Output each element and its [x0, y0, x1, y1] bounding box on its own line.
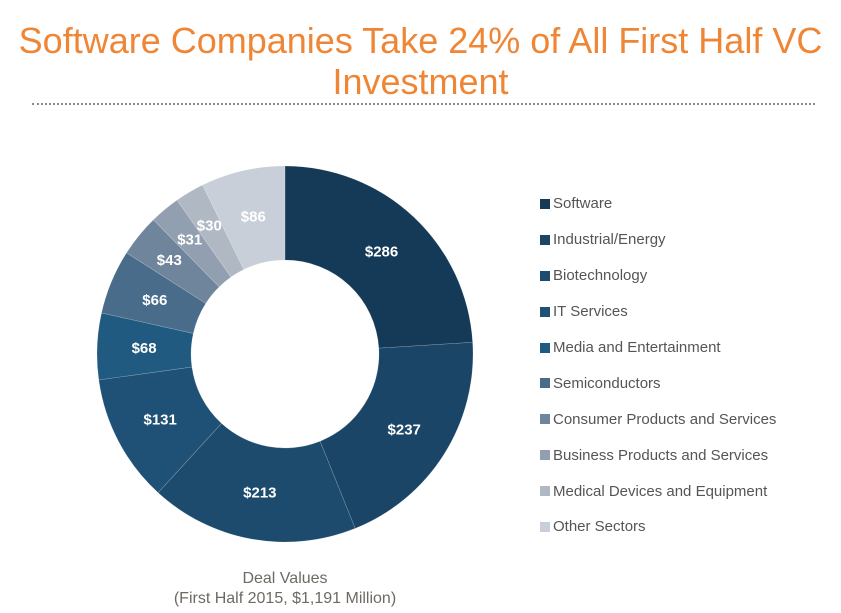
legend-label: Software [553, 195, 613, 213]
legend-swatch [540, 306, 550, 317]
legend-swatch [540, 378, 550, 389]
data-label: $43 [157, 252, 182, 269]
legend-item: Consumer Products and Services [540, 401, 776, 437]
legend-label: Biotechnology [553, 267, 648, 285]
legend-label: Other Sectors [553, 518, 646, 536]
chart-caption: Deal Values (First Half 2015, $1,191 Mil… [135, 569, 435, 609]
slice-it-services [98, 366, 222, 494]
legend-label: Business Products and Services [553, 446, 769, 464]
legend-swatch [540, 234, 550, 245]
title-divider [32, 103, 815, 105]
slice-consumer-products-and-services [126, 219, 220, 304]
legend-swatch [540, 198, 550, 209]
legend: Software Industrial/Energy Biotechnology IT… [540, 186, 776, 545]
chart-title: Software Companies Take 24% of All First… [18, 20, 823, 102]
legend-item: Software [540, 186, 776, 222]
legend-item: Semiconductors [540, 365, 776, 401]
legend-item: IT Services [540, 294, 776, 330]
legend-label: Consumer Products and Services [553, 410, 777, 428]
data-label: $237 [388, 421, 421, 438]
data-label: $68 [132, 340, 157, 357]
data-label: $30 [197, 218, 222, 235]
data-label: $286 [365, 243, 398, 260]
caption-line-1: Deal Values [242, 570, 328, 587]
legend-label: Industrial/Energy [553, 231, 666, 249]
legend-item: Industrial/Energy [540, 222, 776, 258]
slice-industrial-energy [319, 342, 474, 529]
legend-label: IT Services [553, 303, 628, 321]
legend-item: Medical Devices and Equipment [540, 473, 776, 509]
legend-swatch [540, 270, 550, 281]
legend-swatch [540, 521, 550, 532]
legend-item: Biotechnology [540, 258, 776, 294]
legend-item: Media and Entertainment [540, 330, 776, 366]
data-label: $131 [144, 412, 177, 429]
legend-swatch [540, 450, 550, 461]
data-label: $31 [177, 231, 202, 248]
legend-label: Media and Entertainment [553, 339, 721, 356]
legend-label: Semiconductors [553, 374, 661, 392]
legend-swatch [540, 414, 550, 425]
slice-other-sectors [202, 165, 286, 270]
legend-item: Business Products and Services [540, 437, 776, 473]
legend-label: Medical Devices and Equipment [553, 482, 768, 500]
legend-item: Other Sectors [540, 509, 776, 545]
slice-biotechnology [157, 422, 356, 543]
slice-software [284, 165, 473, 349]
slice-medical-devices-and-equipment [176, 184, 245, 278]
legend-swatch [540, 342, 550, 353]
legend-swatch [540, 486, 550, 497]
data-label: $66 [142, 292, 167, 309]
data-label: $213 [243, 485, 276, 502]
data-label: $86 [241, 209, 266, 226]
slice-business-products-and-services [152, 199, 232, 288]
caption-line-2: (First Half 2015, $1,191 Million) [173, 590, 397, 607]
